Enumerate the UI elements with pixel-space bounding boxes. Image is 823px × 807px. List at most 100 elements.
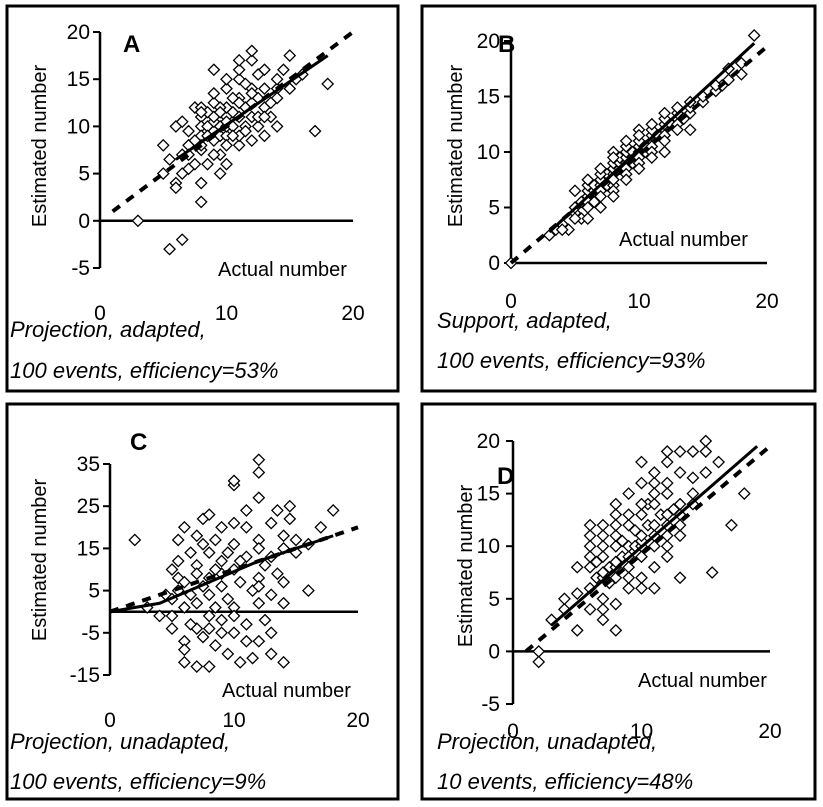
y-tick-label: -5 bbox=[481, 693, 500, 716]
data-point bbox=[712, 455, 726, 469]
caption-line: 100 events, efficiency=93% bbox=[437, 348, 705, 373]
data-point bbox=[622, 571, 636, 585]
data-point bbox=[705, 566, 719, 579]
data-point bbox=[169, 181, 183, 195]
caption-line: Projection, unadapted, bbox=[437, 729, 657, 754]
data-point bbox=[673, 518, 687, 532]
data-point bbox=[233, 575, 247, 589]
data-point bbox=[163, 242, 176, 256]
data-point bbox=[252, 491, 266, 505]
data-point bbox=[194, 195, 208, 209]
data-point bbox=[270, 119, 284, 133]
data-point bbox=[251, 119, 265, 133]
data-point bbox=[635, 508, 648, 522]
data-point bbox=[177, 520, 191, 534]
data-point bbox=[196, 537, 210, 551]
data-point bbox=[232, 53, 246, 67]
data-point bbox=[532, 655, 546, 669]
data-point bbox=[184, 617, 198, 631]
data-point bbox=[264, 96, 278, 110]
data-point bbox=[555, 223, 569, 237]
y-axis-label: Estimated number bbox=[29, 65, 51, 228]
data-point bbox=[239, 124, 252, 138]
data-point bbox=[283, 512, 297, 526]
data-point bbox=[699, 445, 713, 458]
data-point bbox=[673, 445, 687, 458]
data-point bbox=[647, 497, 661, 511]
panel-frame bbox=[420, 4, 817, 393]
data-point bbox=[215, 579, 229, 593]
data-point bbox=[264, 588, 278, 602]
data-point bbox=[277, 63, 290, 77]
data-point bbox=[264, 626, 278, 640]
panel-letter: D bbox=[497, 463, 514, 490]
data-point bbox=[251, 68, 265, 81]
data-point bbox=[232, 138, 246, 152]
data-point bbox=[660, 550, 674, 564]
data-point bbox=[570, 623, 584, 637]
data-point bbox=[747, 29, 761, 42]
data-point bbox=[177, 601, 191, 614]
x-tick-label: 10 bbox=[215, 302, 238, 325]
data-point bbox=[647, 518, 661, 532]
data-point bbox=[277, 575, 291, 589]
data-point bbox=[622, 581, 636, 595]
x-axis-label: Actual number bbox=[218, 259, 347, 281]
data-point bbox=[153, 609, 167, 623]
y-tick-label: -5 bbox=[81, 622, 100, 645]
data-point bbox=[252, 466, 266, 479]
data-point bbox=[622, 508, 636, 522]
x-axis-label: Actual number bbox=[619, 229, 748, 251]
data-point bbox=[609, 518, 623, 532]
data-point bbox=[632, 128, 646, 142]
data-point bbox=[635, 581, 648, 595]
data-point bbox=[220, 82, 233, 96]
data-point bbox=[232, 63, 246, 77]
y-tick-label: 10 bbox=[67, 115, 90, 138]
data-point bbox=[596, 529, 610, 543]
panel-b: 0 5 10 15 20 0 10 20 Actual number Estimated numb… bbox=[420, 4, 817, 393]
data-point bbox=[208, 563, 222, 576]
data-point bbox=[532, 644, 546, 658]
y-tick-label: 20 bbox=[477, 430, 500, 453]
y-tick-label: 5 bbox=[78, 163, 90, 186]
data-point bbox=[609, 497, 623, 511]
data-point bbox=[156, 138, 170, 152]
data-point bbox=[188, 157, 202, 171]
data-point bbox=[175, 115, 189, 129]
y-tick-label: 35 bbox=[77, 453, 100, 476]
data-point bbox=[258, 129, 271, 143]
caption-line: Projection, adapted, bbox=[10, 317, 206, 342]
data-point bbox=[215, 613, 229, 627]
data-point bbox=[215, 554, 229, 568]
data-point bbox=[289, 533, 303, 547]
panel-letter: B bbox=[498, 31, 515, 58]
data-point bbox=[163, 153, 176, 166]
data-point bbox=[632, 162, 646, 176]
data-point bbox=[221, 592, 235, 606]
data-point bbox=[194, 105, 208, 119]
data-point bbox=[568, 184, 582, 198]
y-tick-label: -15 bbox=[70, 664, 100, 687]
data-point bbox=[239, 520, 253, 534]
data-point bbox=[658, 106, 672, 120]
data-point bbox=[245, 134, 259, 147]
data-point bbox=[252, 541, 266, 555]
data-point bbox=[622, 487, 636, 501]
data-point bbox=[277, 529, 291, 543]
data-point bbox=[596, 613, 610, 627]
y-tick-label: 5 bbox=[88, 580, 100, 603]
data-point bbox=[734, 56, 748, 70]
data-point bbox=[686, 487, 700, 501]
data-point bbox=[635, 476, 648, 490]
data-point bbox=[699, 434, 713, 448]
data-point bbox=[208, 639, 222, 652]
data-point bbox=[227, 537, 241, 551]
y-tick-label: 0 bbox=[488, 640, 500, 663]
data-point bbox=[165, 609, 179, 623]
data-point bbox=[647, 466, 661, 479]
x-axis-label: Actual number bbox=[638, 670, 767, 692]
data-point bbox=[647, 476, 661, 490]
y-tick-label: 10 bbox=[477, 141, 500, 164]
data-point bbox=[252, 634, 266, 648]
